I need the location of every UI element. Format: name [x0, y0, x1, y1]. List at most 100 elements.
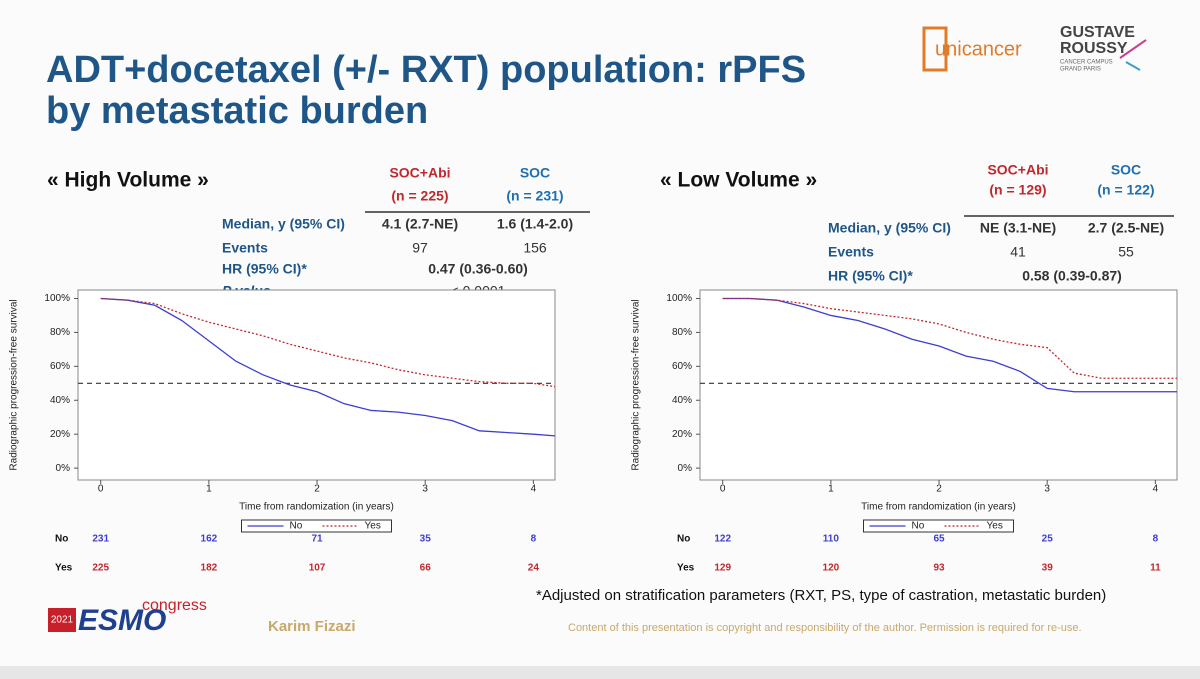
logo-mark — [1119, 39, 1147, 59]
panel-heading: « Low Volume » — [660, 169, 817, 192]
survival-curve — [100, 297, 556, 388]
legend-label: Yes — [365, 521, 381, 532]
logo-frame — [922, 26, 948, 72]
risk-value: 162 — [201, 534, 218, 545]
risk-value: 35 — [420, 534, 432, 545]
bottom-bar — [0, 666, 1200, 679]
row-label: Median, y (95% CI) — [828, 220, 951, 236]
y-tick-label: 40% — [672, 395, 692, 406]
x-tick-label: 2 — [936, 484, 942, 495]
cell: 156 — [523, 240, 547, 256]
row-label: Events — [828, 244, 874, 260]
cell: NE (3.1-NE) — [980, 220, 1056, 236]
y-tick-label: 20% — [672, 429, 692, 440]
risk-value: 182 — [201, 563, 218, 574]
risk-value: 225 — [92, 563, 109, 574]
y-axis-label: Radiographic progression-free survival — [631, 299, 642, 470]
x-tick-label: 1 — [206, 484, 212, 495]
x-tick-label: 4 — [1153, 484, 1159, 495]
cell: 2.7 (2.5-NE) — [1088, 220, 1164, 236]
risk-label: Yes — [677, 563, 695, 574]
esmo-year: 2021 — [51, 615, 74, 626]
x-tick-label: 3 — [422, 484, 428, 495]
y-tick-label: 80% — [672, 327, 692, 338]
logo-mark — [1125, 61, 1141, 71]
legend-label: No — [912, 521, 925, 532]
cell: 55 — [1118, 244, 1134, 260]
risk-value: 66 — [420, 563, 432, 574]
copyright: Content of this presentation is copyrigh… — [568, 622, 1082, 634]
column-name: SOC+Abi — [987, 162, 1048, 178]
y-tick-label: 80% — [50, 327, 70, 338]
x-tick-label: 4 — [531, 484, 537, 495]
legend-label: Yes — [987, 521, 1003, 532]
x-tick-label: 0 — [720, 484, 726, 495]
title: ADT+docetaxel (+/- RXT) population: rPFS — [46, 49, 806, 91]
column-name: SOC — [1111, 162, 1141, 178]
risk-value: 120 — [823, 563, 840, 574]
survival-curve — [722, 297, 1177, 379]
risk-label: Yes — [55, 563, 73, 574]
risk-value: 24 — [528, 563, 540, 574]
logo: GRAND PARIS — [1060, 67, 1101, 73]
x-tick-label: 3 — [1044, 484, 1050, 495]
row-label: HR (95% CI)* — [222, 261, 307, 277]
y-tick-label: 60% — [672, 361, 692, 372]
column-n: (n = 122) — [1097, 182, 1154, 198]
risk-value: 8 — [531, 534, 537, 545]
footnote: *Adjusted on stratification parameters (… — [536, 587, 1106, 604]
title: by metastatic burden — [46, 90, 428, 132]
y-tick-label: 100% — [44, 293, 70, 304]
row-label: HR (95% CI)* — [828, 268, 913, 284]
row-label: Median, y (95% CI) — [222, 216, 345, 232]
y-tick-label: 100% — [666, 293, 692, 304]
panel-heading: « High Volume » — [47, 169, 209, 192]
risk-value: 71 — [311, 534, 323, 545]
risk-value: 65 — [933, 534, 945, 545]
risk-value: 231 — [92, 534, 109, 545]
cell: 4.1 (2.7-NE) — [382, 216, 458, 232]
risk-value: 11 — [1150, 563, 1161, 574]
row-label: Events — [222, 240, 268, 256]
x-tick-label: 0 — [98, 484, 104, 495]
column-name: SOC — [520, 165, 550, 181]
column-n: (n = 231) — [506, 188, 563, 204]
cell: 0.58 (0.39-0.87) — [1022, 268, 1122, 284]
legend-label: No — [290, 521, 303, 532]
legend-box — [863, 519, 1014, 533]
risk-value: 8 — [1153, 534, 1159, 545]
logo: ROUSSY — [1060, 40, 1128, 57]
column-n: (n = 225) — [391, 188, 448, 204]
y-axis-label: Radiographic progression-free survival — [9, 299, 20, 470]
esmo-year-box — [48, 608, 76, 632]
survival-curve — [100, 297, 556, 437]
plot-frame — [77, 289, 556, 481]
risk-value: 110 — [823, 534, 840, 545]
risk-value: 93 — [933, 563, 945, 574]
risk-value: 39 — [1042, 563, 1054, 574]
risk-value: 107 — [309, 563, 326, 574]
risk-label: No — [677, 534, 690, 545]
y-tick-label: 40% — [50, 395, 70, 406]
congress: congress — [142, 597, 207, 614]
risk-value: 129 — [714, 563, 731, 574]
survival-curve — [722, 297, 1177, 393]
risk-value: 25 — [1042, 534, 1054, 545]
column-name: SOC+Abi — [389, 165, 450, 181]
risk-value: 122 — [714, 534, 731, 545]
y-tick-label: 0% — [56, 463, 71, 474]
author: Karim Fizazi — [268, 618, 356, 635]
cell: 1.6 (1.4-2.0) — [497, 216, 573, 232]
cell: 97 — [412, 240, 428, 256]
risk-label: No — [55, 534, 68, 545]
y-tick-label: 20% — [50, 429, 70, 440]
y-tick-label: 60% — [50, 361, 70, 372]
esmo: ESMO — [78, 604, 166, 637]
logo: CANCER CAMPUS — [1060, 60, 1113, 66]
logo: unicancer — [935, 38, 1022, 60]
cell: 0.47 (0.36-0.60) — [428, 261, 528, 277]
x-axis-label: Time from randomization (in years) — [861, 502, 1016, 513]
plot-frame — [699, 289, 1178, 481]
x-tick-label: 1 — [828, 484, 834, 495]
